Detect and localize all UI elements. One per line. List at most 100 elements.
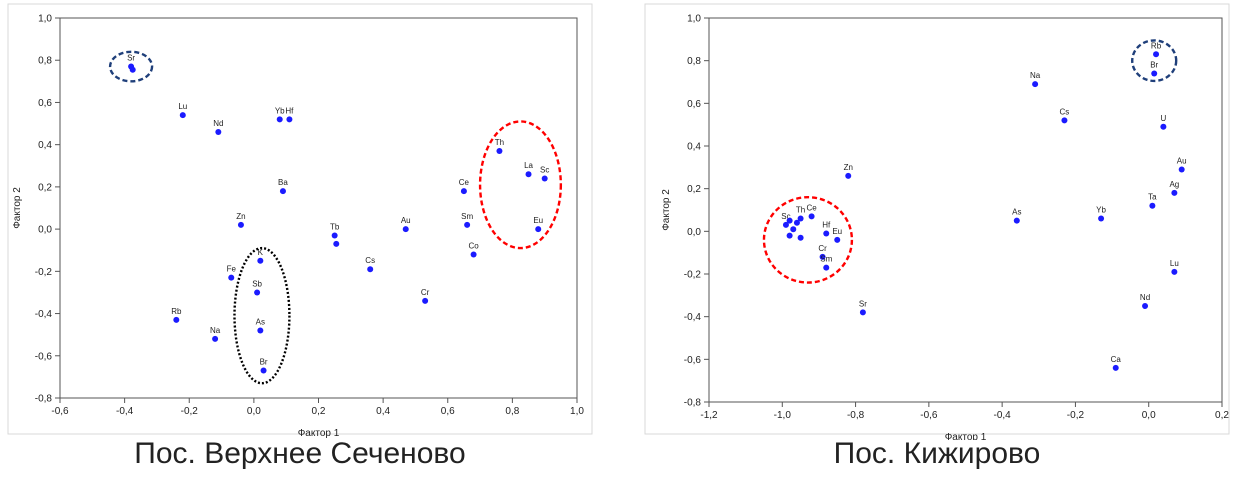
data-point (1098, 215, 1105, 222)
data-point (541, 175, 548, 182)
data-point (331, 232, 338, 239)
data-point (525, 171, 532, 178)
data-point (460, 188, 467, 195)
data-point (1178, 166, 1185, 173)
point-label: Hf (822, 220, 831, 229)
data-point (367, 266, 374, 273)
data-point (464, 221, 471, 228)
x-tick-label: -0,4 (116, 406, 134, 417)
cluster-ellipse (1131, 39, 1178, 83)
data-point (834, 236, 841, 243)
point-label: Au (1177, 156, 1187, 165)
point-label: Sm (461, 212, 473, 221)
x-tick-label: -0,4 (994, 410, 1012, 421)
point-label: Sm (820, 255, 832, 264)
data-point (286, 116, 293, 123)
y-tick-label: -0,2 (684, 270, 702, 281)
point-label: Hf (285, 106, 294, 115)
y-tick-label: 0,4 (687, 142, 701, 153)
y-tick-label: 0,8 (687, 56, 701, 67)
data-point (173, 316, 180, 323)
data-point (819, 253, 826, 260)
data-point (797, 215, 804, 222)
y-tick-label: 0,2 (687, 184, 701, 195)
data-point (1013, 217, 1020, 224)
point-label: Ce (806, 203, 817, 212)
chart-caption-left: Пос. Верхнее Сеченово (134, 437, 466, 470)
data-point (797, 234, 804, 241)
y-tick-label: 0,0 (687, 227, 701, 238)
data-point (1149, 202, 1156, 209)
scatter-plot-left: -0,6 -0,4 -0,2 0,0 0,2 0,4 0,6 0,8 1,0 1,0 0,8 0,6 0… (7, 3, 593, 439)
point-label: U (1160, 114, 1166, 123)
point-label: Cs (365, 256, 375, 265)
cluster-ellipse (762, 195, 854, 284)
scatter-plot-right: -1,2 -1,0 -0,8 -0,6 -0,4 -0,2 0,0 0,2 1,0 0,8 0,6 0… (644, 3, 1230, 440)
point-label: Au (401, 216, 411, 225)
data-point (254, 289, 261, 296)
data-point (1171, 189, 1178, 196)
point-label: Sr (127, 54, 135, 63)
point-label: Sr (859, 299, 867, 308)
data-point (257, 327, 264, 334)
data-point (1160, 123, 1167, 130)
x-tick-label: 0,8 (505, 406, 519, 417)
plot-frame-left (59, 17, 578, 399)
chart-panel-left: -0,6 -0,4 -0,2 0,0 0,2 0,4 0,6 0,8 1,0 1,0 0,8 0,6 0… (0, 0, 600, 495)
x-tick-label: 0,6 (441, 406, 455, 417)
x-tick-label: -0,6 (920, 410, 938, 421)
data-point (793, 219, 800, 226)
point-label: K (258, 248, 264, 257)
point-label: Sc (781, 212, 790, 221)
point-label: Sb (252, 279, 262, 288)
data-point (1112, 364, 1119, 371)
point-label: Yb (1096, 206, 1106, 215)
data-point (260, 367, 267, 374)
x-tick-label: 0,4 (376, 406, 390, 417)
point-label: Fe (227, 265, 237, 274)
data-point (470, 251, 477, 258)
data-point (808, 213, 815, 220)
data-point (257, 257, 264, 264)
point-label: Rb (1151, 41, 1162, 50)
point-label: Ba (278, 178, 288, 187)
data-point (1171, 268, 1178, 275)
point-label: Co (468, 241, 479, 250)
point-label: Lu (1170, 259, 1179, 268)
x-tick-label: 0,2 (1215, 410, 1229, 421)
data-point (276, 116, 283, 123)
x-tick-label: -1,0 (774, 410, 792, 421)
cluster-ellipse (478, 120, 563, 250)
y-tick-label: -0,6 (684, 355, 702, 366)
data-point (496, 148, 503, 154)
data-point (823, 264, 830, 271)
point-label: Lu (178, 102, 187, 111)
point-label: Ta (1148, 193, 1157, 202)
y-tick-label: -0,8 (684, 398, 702, 409)
data-point (228, 274, 235, 281)
plot-frame-right (708, 17, 1223, 403)
x-tick-label: 0,2 (312, 406, 326, 417)
x-tick-label: -0,8 (847, 410, 865, 421)
point-label: Na (210, 326, 221, 335)
y-tick-label: -0,4 (35, 309, 53, 320)
point-label: Ce (459, 178, 470, 187)
point-label: Sc (540, 165, 549, 174)
y-tick-label: 1,0 (38, 14, 52, 25)
point-label: Cr (818, 244, 827, 253)
y-tick-label: 0,4 (38, 140, 52, 151)
data-point (1061, 117, 1068, 124)
point-label: Nd (213, 119, 223, 128)
data-point (1153, 51, 1160, 58)
data-point (1151, 70, 1158, 77)
data-point (212, 335, 219, 342)
data-point (1032, 81, 1039, 88)
point-label: Eu (533, 216, 543, 225)
x-tick-label: -1,2 (700, 410, 718, 421)
data-point (782, 221, 789, 228)
point-label: Ag (1169, 180, 1179, 189)
cluster-ellipse (108, 50, 154, 83)
data-point (179, 112, 186, 119)
chart-panel-right: -1,2 -1,0 -0,8 -0,6 -0,4 -0,2 0,0 0,2 1,0 0,8 0,6 0… (637, 0, 1237, 495)
y-axis-title: Фактор 2 (12, 187, 23, 229)
